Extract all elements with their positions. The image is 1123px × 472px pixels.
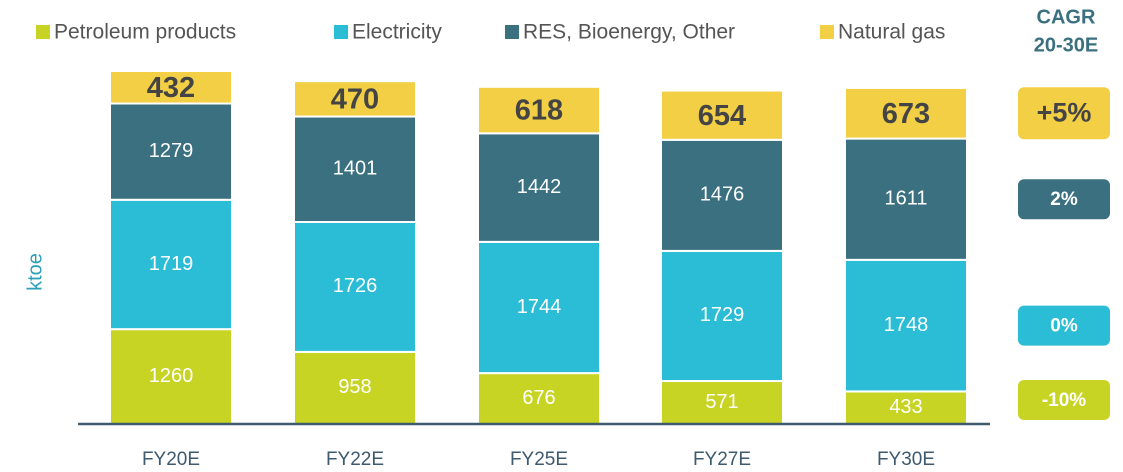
cagr-title: 20-30E — [1034, 34, 1099, 56]
data-label: 1476 — [700, 184, 745, 206]
x-tick-label: FY22E — [326, 449, 384, 470]
x-tick-label: FY30E — [877, 449, 935, 470]
legend-label: Electricity — [352, 21, 442, 44]
data-label: 1442 — [517, 176, 562, 198]
legend-swatch — [36, 25, 50, 39]
data-label: 1611 — [884, 187, 927, 209]
data-label: 1744 — [517, 296, 562, 318]
x-tick-label: FY25E — [510, 449, 568, 470]
bar-segment — [293, 115, 417, 223]
data-label: 1401 — [333, 158, 378, 180]
bar-segment — [109, 70, 233, 105]
data-label: 432 — [147, 72, 195, 104]
cagr-box — [1018, 380, 1110, 420]
data-label: 654 — [698, 100, 746, 132]
cagr-label: +5% — [1037, 97, 1092, 127]
legend-swatch — [820, 25, 834, 39]
data-label: 470 — [331, 84, 379, 116]
cagr-box — [1018, 305, 1110, 346]
bar-segment — [477, 240, 601, 375]
bar-segment — [844, 390, 968, 426]
legend-swatch — [505, 25, 519, 39]
cagr-label: 0% — [1050, 316, 1078, 337]
cagr-box — [1018, 87, 1110, 140]
legend-label: Petroleum products — [54, 21, 236, 44]
data-label: 1729 — [700, 304, 745, 326]
bar-segment — [109, 198, 233, 331]
x-tick-label: FY27E — [693, 449, 751, 470]
x-tick-label: FY20E — [142, 449, 200, 470]
bar-segment — [477, 132, 601, 243]
y-axis-label: ktoe — [24, 253, 46, 291]
legend-label: Natural gas — [838, 21, 945, 44]
data-label: 1719 — [149, 253, 194, 275]
data-label: 618 — [515, 95, 563, 127]
bar-segment — [660, 89, 784, 141]
data-label: 958 — [338, 376, 371, 398]
data-label: 571 — [705, 391, 738, 413]
bar-segment — [109, 328, 233, 426]
cagr-title: CAGR — [1037, 6, 1096, 28]
data-label: 673 — [882, 98, 930, 130]
bar-segment — [660, 138, 784, 252]
data-label: 1260 — [149, 365, 194, 387]
data-label: 1279 — [149, 140, 194, 162]
bar-segment — [844, 258, 968, 393]
bar-segment — [844, 86, 968, 140]
cagr-box — [1018, 179, 1110, 220]
cagr-label: -10% — [1042, 390, 1086, 411]
cagr-label: 2% — [1050, 189, 1078, 210]
bar-segment — [293, 80, 417, 118]
legend-label: RES, Bioenergy, Other — [523, 21, 735, 44]
bar-segment — [844, 137, 968, 261]
bar-segment — [293, 220, 417, 353]
legend-swatch — [334, 25, 348, 39]
data-label: 1726 — [333, 275, 378, 297]
data-label: 433 — [889, 396, 922, 418]
bar-segment — [477, 85, 601, 135]
data-label: 676 — [522, 387, 555, 409]
data-label: 1748 — [884, 314, 929, 336]
